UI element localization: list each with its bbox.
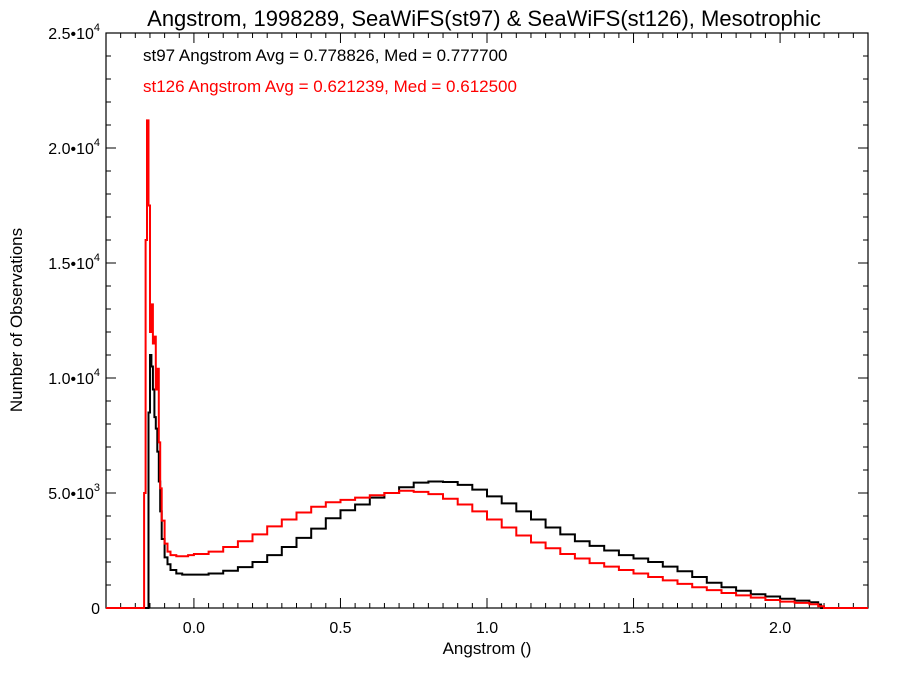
chart-title: Angstrom, 1998289, SeaWiFS(st97) & SeaWi… [147,6,821,31]
y-tick-label: 5.0•103 [48,482,100,503]
y-tick-label: 1.5•104 [48,252,100,273]
x-axis: 0.0 0.5 1.0 1.5 2.0 [120,33,854,637]
st97-stats-annotation: st97 Angstrom Avg = 0.778826, Med = 0.77… [143,46,508,65]
x-tick-label: 0.5 [329,620,351,637]
x-tick-label: 1.0 [476,620,498,637]
y-tick-label: 1.0•104 [48,367,100,388]
y-tick-label: 2.0•104 [48,137,100,158]
x-tick-label: 0.0 [183,620,205,637]
y-axis-label: Number of Observations [7,228,26,412]
x-tick-label: 2.0 [769,620,791,637]
y-axis: 0 5.0•103 1.0•104 1.5•104 2.0•104 2.5•104 [48,22,868,618]
plot-area [105,32,869,609]
y-tick-label: 0 [91,601,100,618]
series-layer [106,119,868,609]
plot-frame [105,32,869,609]
y-tick-label: 2.5•104 [48,22,100,43]
x-tick-label: 1.5 [622,620,644,637]
x-axis-label: Angstrom () [443,639,532,658]
st126-stats-annotation: st126 Angstrom Avg = 0.621239, Med = 0.6… [143,77,517,96]
st126-series-line [106,119,868,609]
st97-series-line [106,354,868,609]
